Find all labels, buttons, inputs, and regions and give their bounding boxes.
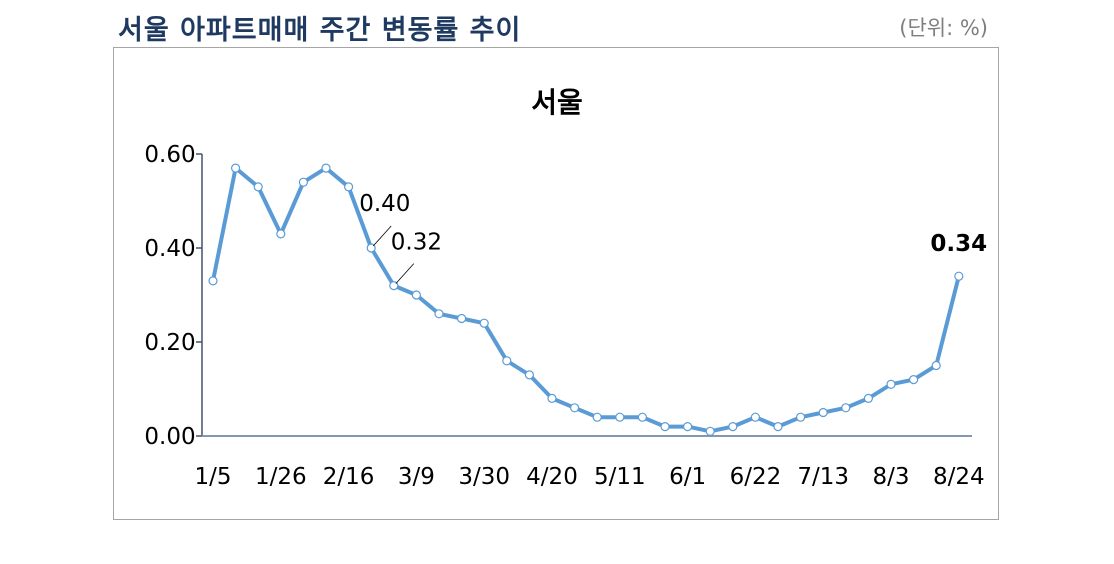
x-tick-label: 2/16 (323, 464, 375, 490)
data-point-marker (954, 271, 964, 281)
data-point-marker (818, 407, 828, 418)
data-point-marker (298, 177, 308, 187)
data-point-marker (705, 426, 715, 436)
x-tick-label: 6/22 (730, 464, 782, 490)
data-point-marker (457, 313, 467, 324)
x-tick-label: 5/11 (594, 464, 646, 490)
y-tick-label: 0.60 (144, 142, 195, 168)
chart-frame (113, 47, 999, 520)
data-point-marker (750, 412, 761, 422)
x-tick-label: 7/13 (797, 464, 849, 490)
data-point-marker (931, 360, 941, 371)
x-tick-label: 1/26 (255, 464, 307, 490)
data-point-marker (615, 412, 625, 422)
data-label: 0.34 (930, 231, 987, 257)
data-point-marker (660, 422, 670, 432)
leader-line (372, 225, 392, 247)
data-point-marker (231, 163, 241, 173)
data-point-marker (276, 229, 286, 239)
data-point-marker (434, 309, 444, 319)
data-point-marker (547, 393, 557, 403)
data-point-marker (841, 403, 851, 413)
data-point-marker (569, 403, 580, 413)
page-title: 서울 아파트매매 주간 변동률 추이 (118, 15, 522, 46)
data-point-marker (637, 412, 648, 422)
data-point-marker (411, 290, 421, 300)
data-point-marker (773, 422, 783, 432)
y-tick-label: 0.20 (144, 330, 195, 356)
y-tick-label: 0.40 (144, 236, 195, 262)
data-label: 0.32 (391, 230, 442, 256)
x-tick-label: 1/5 (194, 464, 231, 490)
x-tick-label: 6/1 (669, 464, 706, 490)
x-tick-label: 8/3 (872, 464, 909, 490)
data-point-marker (253, 182, 263, 192)
data-point-marker (321, 163, 331, 173)
data-point-marker (344, 182, 354, 192)
data-label: 0.40 (359, 191, 410, 217)
x-tick-label: 3/9 (398, 464, 435, 490)
data-point-marker (886, 379, 896, 389)
x-tick-label: 8/24 (933, 464, 985, 490)
chart-title: 서울 (531, 86, 583, 119)
data-point-marker (728, 422, 738, 432)
data-point-marker (479, 318, 489, 328)
data-point-marker (863, 393, 874, 403)
data-point-marker (208, 276, 218, 286)
data-point-marker (592, 412, 602, 422)
series-line (211, 166, 961, 434)
data-point-marker (682, 422, 693, 432)
leader-line (395, 263, 415, 284)
x-tick-label: 3/30 (458, 464, 510, 490)
unit-label: (단위: %) (899, 16, 988, 40)
y-tick-label: 0.00 (144, 424, 195, 450)
data-point-marker (908, 375, 919, 385)
x-tick-label: 4/20 (526, 464, 578, 490)
data-point-marker (502, 356, 512, 366)
data-point-marker (795, 412, 806, 422)
data-point-marker (524, 370, 535, 380)
